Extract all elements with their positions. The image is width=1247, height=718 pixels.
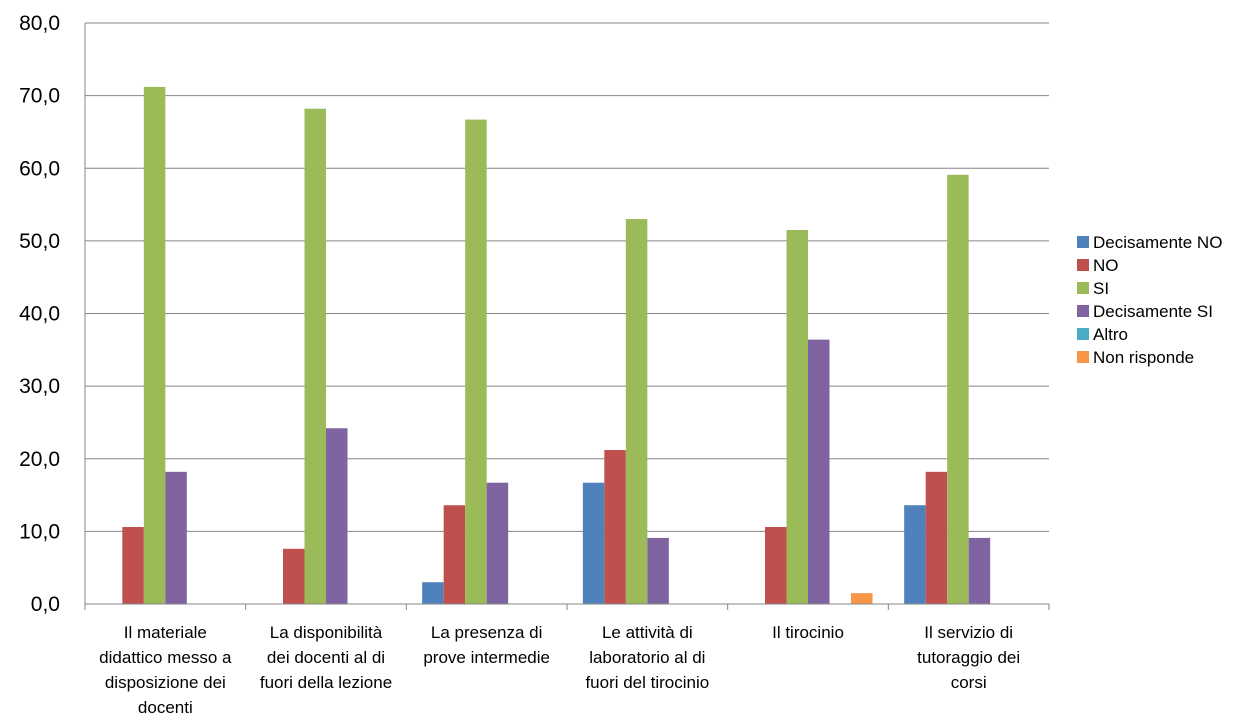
bar-decisamente-si — [165, 471, 187, 604]
bar-decisamente-no — [904, 505, 926, 604]
y-tick-label: 30,0 — [19, 375, 60, 398]
bar-decisamente-si — [486, 482, 509, 604]
bar-decisamente-si — [326, 428, 348, 604]
legend: Decisamente NO NO SI Decisamente SI Altro Non… — [1077, 233, 1222, 367]
bar-si — [625, 219, 648, 604]
legend-swatch — [1077, 305, 1089, 317]
bar-si — [786, 229, 808, 604]
bar-si — [143, 86, 166, 604]
legend-swatch — [1077, 328, 1089, 340]
legend-label: SI — [1093, 279, 1109, 298]
bar-no — [925, 471, 948, 604]
y-tick-label: 80,0 — [19, 12, 60, 35]
x-category-label: La presenza di prove intermedie — [423, 623, 550, 667]
bar-no — [443, 505, 466, 604]
y-tick-label: 10,0 — [19, 520, 60, 543]
legend-swatch — [1077, 236, 1089, 248]
legend-label: Decisamente SI — [1093, 302, 1213, 321]
bar-non-risponde — [851, 593, 873, 604]
y-tick-label: 20,0 — [19, 448, 60, 471]
y-tick-label: 60,0 — [19, 157, 60, 180]
x-axis: Il materiale didattico messo a disposizion… — [84, 603, 1050, 717]
y-tick-label: 50,0 — [19, 230, 60, 253]
x-category-label: Le attività di laboratorio al di fuori del… — [585, 623, 709, 692]
y-axis: 0,0 10,0 20,0 30,0 40,0 50,0 60,0 70,0 80,0 — [19, 12, 86, 616]
y-tick-label: 40,0 — [19, 303, 60, 326]
x-category-label: Il servizio di tutoraggio dei corsi — [917, 623, 1020, 692]
legend-swatch — [1077, 259, 1089, 271]
gridlines — [85, 22, 1049, 605]
bar-no — [765, 527, 787, 604]
bar-no — [283, 548, 305, 604]
bar-decisamente-si — [808, 339, 830, 604]
legend-label: Decisamente NO — [1093, 233, 1222, 252]
x-category-label: Il tirocinio — [772, 623, 844, 642]
bar-no — [604, 450, 626, 604]
bar-no — [122, 527, 144, 604]
legend-label: NO — [1093, 256, 1119, 275]
x-category-label: La disponibilità dei docenti al di fuori d… — [260, 623, 392, 692]
bar-si — [304, 108, 326, 604]
legend-label: Altro — [1093, 325, 1128, 344]
y-tick-label: 0,0 — [31, 593, 60, 616]
legend-swatch — [1077, 282, 1089, 294]
bar-decisamente-si — [968, 537, 991, 604]
bar-series — [122, 86, 991, 604]
legend-label: Non risponde — [1093, 348, 1194, 367]
legend-swatch — [1077, 351, 1089, 363]
bar-decisamente-no — [582, 482, 605, 604]
bar-decisamente-si — [647, 537, 669, 604]
x-category-label: Il materiale didattico messo a disposizion… — [99, 623, 232, 717]
bar-si — [947, 174, 969, 604]
bar-si — [465, 119, 487, 604]
y-tick-label: 70,0 — [19, 85, 60, 108]
bar-decisamente-no — [422, 582, 444, 604]
